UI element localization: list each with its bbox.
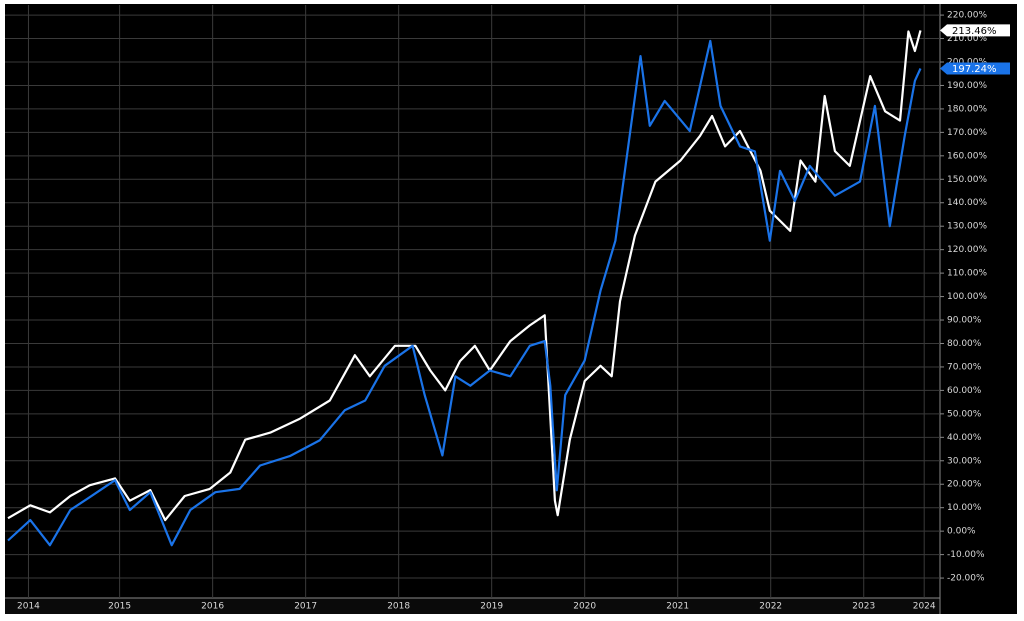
y-tick-label: 140.00% — [947, 198, 987, 208]
y-tick-label: 80.00% — [947, 339, 982, 349]
y-tick-label: 120.00% — [947, 245, 987, 255]
y-tick-label: 10.00% — [947, 503, 982, 513]
x-tick-label: 2014 — [17, 602, 40, 612]
y-tick-label: 0.00% — [947, 527, 976, 537]
end-label-box — [940, 24, 1010, 37]
y-tick-label: 190.00% — [947, 81, 987, 91]
end-label: 197.24% — [952, 64, 997, 75]
y-tick-label: 180.00% — [947, 104, 987, 114]
x-tick-label: 2020 — [573, 602, 596, 612]
x-tick-label: 2018 — [387, 602, 410, 612]
x-tick-label: 2019 — [480, 602, 503, 612]
series-line — [7, 39, 922, 547]
y-tick-label: 30.00% — [947, 456, 982, 466]
x-tick-label: 2016 — [201, 602, 224, 612]
y-tick-label: 20.00% — [947, 480, 982, 490]
y-tick-label: 60.00% — [947, 386, 982, 396]
y-tick-label: 210.00% — [947, 34, 987, 44]
y-tick-label: 220.00% — [947, 11, 987, 21]
y-tick-label: 130.00% — [947, 222, 987, 232]
y-tick-label: 90.00% — [947, 316, 982, 326]
y-tick-label: 50.00% — [947, 409, 982, 419]
y-tick-label: 150.00% — [947, 175, 987, 185]
y-tick-label: -20.00% — [947, 574, 985, 584]
x-tick-label: 2023 — [852, 602, 875, 612]
y-tick-label: 160.00% — [947, 151, 987, 161]
x-axis-band — [5, 598, 940, 614]
y-tick-label: -10.00% — [947, 550, 985, 560]
y-tick-label: 100.00% — [947, 292, 987, 302]
x-tick-label: 2024 — [913, 602, 936, 612]
y-tick-label: 110.00% — [947, 269, 987, 279]
y-tick-label: 70.00% — [947, 362, 982, 372]
series-line — [7, 30, 922, 522]
end-label-box — [940, 62, 1010, 75]
x-tick-label: 2015 — [108, 602, 131, 612]
x-tick-label: 2017 — [294, 602, 317, 612]
y-tick-label: 170.00% — [947, 128, 987, 138]
end-label: 213.46% — [952, 26, 997, 37]
x-tick-label: 2021 — [666, 602, 689, 612]
y-tick-label: 40.00% — [947, 433, 982, 443]
chart-background — [5, 4, 1017, 614]
x-tick-label: 2022 — [759, 602, 782, 612]
